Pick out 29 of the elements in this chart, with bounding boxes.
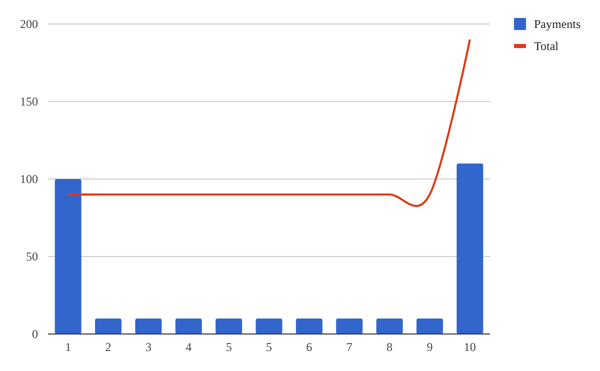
x-tick-label: 8	[386, 340, 393, 354]
bar	[135, 318, 162, 334]
x-tick-label: 4	[186, 340, 192, 354]
bar	[216, 318, 242, 334]
x-tick-label: 5	[226, 340, 232, 354]
x-tick-label: 2	[105, 340, 112, 354]
bar	[376, 318, 403, 334]
legend-label: Payments	[534, 17, 581, 32]
y-tick-label: 100	[20, 172, 38, 186]
bar	[95, 318, 122, 334]
x-tick-label: 10	[464, 340, 476, 354]
x-tick-label: 9	[426, 340, 433, 354]
bar	[296, 318, 322, 334]
bar	[54, 179, 82, 334]
bar	[175, 318, 202, 334]
y-tick-label: 150	[20, 94, 38, 109]
bar	[456, 164, 484, 334]
y-tick-label: 50	[26, 250, 38, 264]
bar	[256, 318, 282, 334]
y-tick-label: 200	[20, 17, 38, 32]
bar	[336, 318, 363, 334]
x-tick-label: 3	[145, 340, 152, 354]
x-tick-label: 6	[306, 340, 312, 354]
x-tick-label: 1	[65, 340, 72, 354]
y-tick-label: 0	[32, 327, 38, 342]
x-tick-label: 5	[266, 340, 272, 354]
bar	[416, 318, 443, 334]
legend-label: Total	[534, 39, 560, 54]
x-tick-label: 7	[346, 340, 352, 354]
